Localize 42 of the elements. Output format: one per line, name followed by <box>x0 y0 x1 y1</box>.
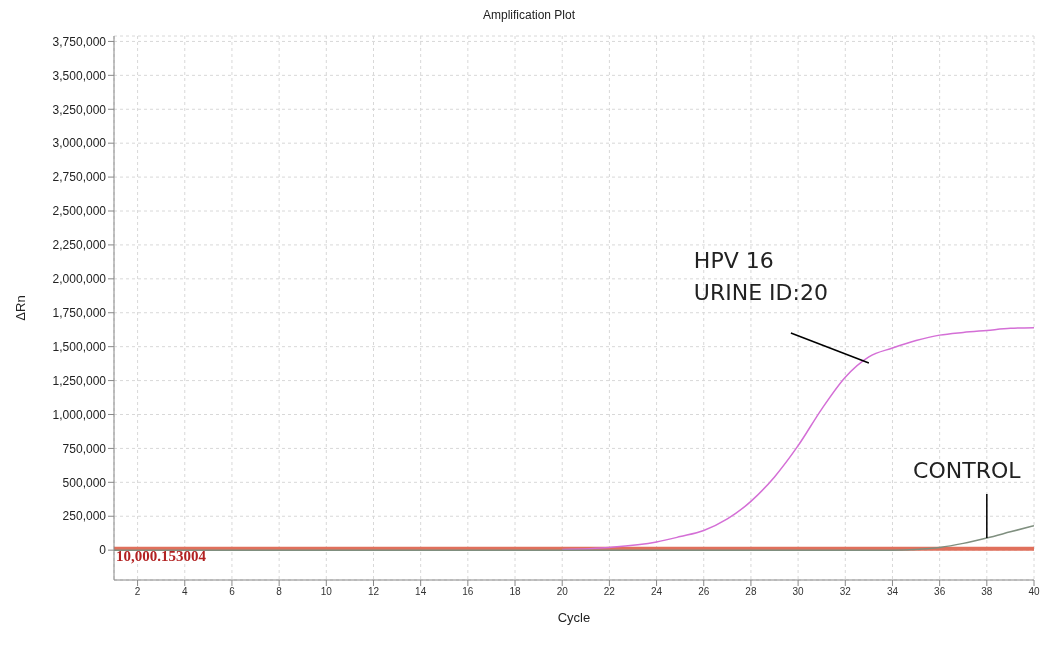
y-tick-label: 3,250,000 <box>52 102 107 117</box>
y-tick-label: 750,000 <box>62 441 107 456</box>
x-tick-label: 32 <box>839 586 852 598</box>
x-tick-label: 4 <box>181 586 188 598</box>
x-tick-label: 12 <box>367 586 380 598</box>
y-tick-label: 3,000,000 <box>52 136 107 151</box>
x-tick-label: 40 <box>1028 586 1040 598</box>
y-tick-label: 1,750,000 <box>52 306 107 321</box>
y-tick-label: 3,500,000 <box>52 68 107 83</box>
annotation: HPV 16 URINE ID:20 <box>693 247 828 305</box>
y-tick-label: 1,000,000 <box>52 407 107 422</box>
x-tick-label: 6 <box>229 586 236 598</box>
x-tick-label: 18 <box>509 586 522 598</box>
y-tick-label: 1,500,000 <box>52 339 107 354</box>
y-tick-label: 2,000,000 <box>52 272 107 287</box>
y-axis-title: ΔRn <box>12 295 28 321</box>
y-tick-label: 0 <box>99 543 107 558</box>
chart-title: Amplification Plot <box>481 8 576 24</box>
x-tick-label: 2 <box>134 586 141 598</box>
y-tick-label: 3,750,000 <box>52 34 107 49</box>
x-tick-label: 8 <box>276 586 283 598</box>
y-tick-label: 1,250,000 <box>52 373 107 388</box>
y-tick-label: 250,000 <box>62 509 107 524</box>
x-tick-label: 14 <box>415 586 427 598</box>
x-tick-label: 34 <box>886 586 899 598</box>
x-tick-label: 16 <box>462 586 474 598</box>
x-axis-title: Cycle <box>557 610 591 625</box>
x-tick-label: 22 <box>603 586 616 598</box>
x-tick-label: 28 <box>745 586 757 598</box>
y-tick-label: 500,000 <box>62 475 107 490</box>
y-tick-label: 2,250,000 <box>52 238 107 253</box>
y-tick-label: 2,750,000 <box>52 170 107 185</box>
x-tick-label: 20 <box>556 586 569 598</box>
x-tick-label: 30 <box>792 586 805 598</box>
x-tick-label: 36 <box>934 586 946 598</box>
x-tick-label: 10 <box>320 586 333 598</box>
x-tick-label: 26 <box>698 586 710 598</box>
x-tick-label: 38 <box>981 586 993 598</box>
annotation: CONTROL <box>913 457 1022 483</box>
x-tick-label: 24 <box>651 586 663 598</box>
ref-line-label: 10,000.153004 <box>116 548 207 565</box>
y-tick-label: 2,500,000 <box>52 204 107 219</box>
